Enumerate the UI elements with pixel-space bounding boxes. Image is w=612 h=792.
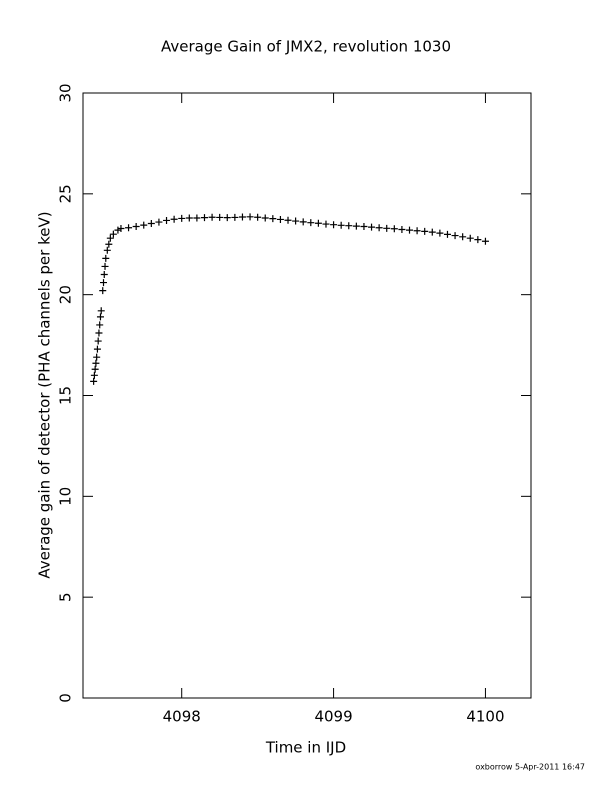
data-point [90, 377, 98, 385]
data-point [97, 307, 105, 315]
data-point [102, 254, 110, 262]
data-point [103, 246, 111, 254]
data-point [246, 213, 254, 221]
data-point [368, 223, 376, 231]
data-point [147, 219, 155, 227]
data-point [93, 345, 101, 353]
data-point [90, 371, 98, 379]
data-point [436, 229, 444, 237]
x-tick-label: 4098 [163, 708, 201, 726]
data-point [178, 214, 186, 222]
x-tick-label: 4099 [314, 708, 352, 726]
data-point [406, 226, 414, 234]
data-point [223, 214, 231, 222]
data-point [95, 329, 103, 337]
data-point [383, 224, 391, 232]
data-point [345, 222, 353, 230]
x-axis-label: Time in IJD [265, 739, 346, 757]
chart-title: Average Gain of JMX2, revolution 1030 [161, 38, 451, 56]
data-point [140, 221, 148, 229]
data-point [261, 214, 269, 222]
data-point [474, 236, 482, 244]
data-point [413, 227, 421, 235]
data-point [99, 287, 107, 295]
y-tick-label: 10 [57, 487, 75, 506]
data-point [185, 214, 193, 222]
y-tick-label: 15 [57, 386, 75, 405]
data-point [330, 221, 338, 229]
data-point [276, 215, 284, 223]
footer: oxborrow 5-Apr-2011 16:47 [475, 763, 585, 772]
data-point [105, 240, 113, 248]
data-point [117, 225, 125, 233]
y-tick-label: 5 [57, 592, 75, 602]
data-point [231, 213, 239, 221]
data-point [200, 214, 208, 222]
data-point [481, 237, 489, 245]
data-point [292, 217, 300, 225]
data-point [170, 215, 178, 223]
data-point [390, 225, 398, 233]
data-point [216, 213, 224, 221]
data-point [314, 219, 322, 227]
x-tick-label: 4100 [466, 708, 504, 726]
data-point [459, 233, 467, 241]
data-point [337, 221, 345, 229]
y-tick-label: 20 [57, 285, 75, 304]
data-point [100, 271, 108, 278]
data-point [451, 232, 459, 240]
data-point [96, 313, 104, 321]
y-tick-label: 30 [57, 83, 75, 102]
data-point [443, 230, 451, 238]
data-point [352, 222, 360, 230]
data-point [93, 353, 101, 361]
y-tick-label: 25 [57, 184, 75, 203]
data-point [109, 230, 117, 238]
data-point [299, 218, 307, 226]
data-point [269, 215, 277, 223]
data-point [466, 234, 474, 242]
data-point [238, 213, 246, 221]
data-point [114, 226, 122, 234]
data-point [375, 224, 383, 232]
data-point [125, 224, 133, 232]
data-point [284, 216, 292, 224]
data-point [155, 218, 163, 226]
data-point [96, 321, 104, 329]
data-point [322, 220, 330, 228]
data-point [254, 213, 262, 221]
data-point [106, 234, 114, 242]
data-point [360, 223, 368, 231]
data-point [101, 262, 109, 270]
data-point [100, 279, 108, 287]
data-point [421, 227, 429, 235]
data-point [398, 226, 406, 234]
y-axis-label: Average gain of detector (PHA channels p… [36, 211, 54, 578]
y-tick-label: 0 [57, 693, 75, 703]
data-point [193, 214, 201, 222]
data-point [163, 216, 171, 224]
plot-frame [82, 92, 532, 699]
data-point [91, 365, 99, 373]
data-point [92, 359, 100, 367]
data-point [132, 223, 140, 231]
data-point [428, 228, 436, 236]
data-point [307, 219, 315, 227]
data-point [208, 213, 216, 221]
data-point [94, 337, 102, 345]
